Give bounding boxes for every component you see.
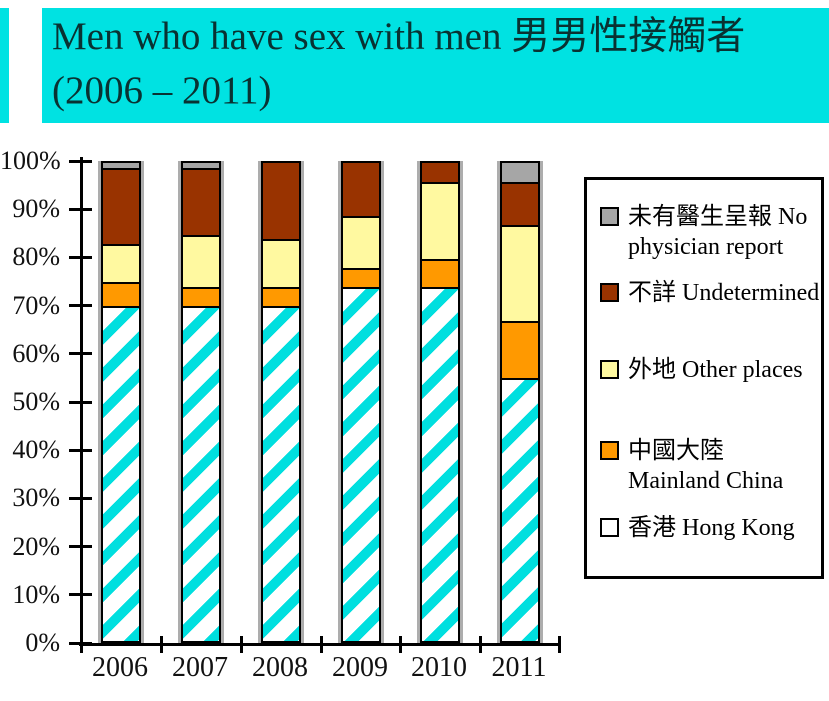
y-axis-tick-label: 70% — [0, 292, 60, 320]
chart-legend: 未有醫生呈報 No physician report 不詳 Undetermine… — [584, 177, 824, 579]
bar-2010-segment-other-places — [422, 182, 458, 258]
slide: Men who have sex with men 男男性接觸者 (2006 –… — [0, 0, 829, 701]
legend-swatch-hong-kong — [600, 518, 619, 537]
bar-2008-segment-mainland-china — [263, 287, 299, 306]
bar-2008-segment-hong-kong — [263, 306, 299, 641]
x-axis-tick — [320, 636, 323, 653]
x-axis-label-2010: 2010 — [399, 652, 479, 684]
x-axis-label-2007: 2007 — [160, 652, 240, 684]
bar-2011-segment-undetermined — [502, 182, 538, 225]
bar-2009 — [341, 161, 381, 643]
x-axis-tick — [399, 636, 402, 653]
y-axis-tick — [69, 401, 92, 404]
legend-label-other-places: 外地 Other places — [628, 355, 820, 385]
x-axis-label-2011: 2011 — [479, 652, 559, 684]
legend-item-hong-kong: 香港 Hong Kong — [600, 513, 821, 543]
bar-2011-segment-mainland-china — [502, 321, 538, 378]
y-axis-tick — [69, 160, 92, 163]
bar-2008 — [261, 161, 301, 643]
y-axis-tick-label: 100% — [0, 147, 60, 175]
legend-item-mainland-china: 中國大陸 Mainland China — [600, 436, 821, 496]
x-axis-tick — [80, 636, 83, 653]
x-axis-label-2006: 2006 — [80, 652, 160, 684]
y-axis-tick-label: 60% — [0, 340, 60, 368]
bar-2009-segment-undetermined — [343, 163, 379, 216]
bar-2007-segment-undetermined — [183, 168, 219, 235]
y-axis-tick — [69, 497, 92, 500]
bar-2006-segment-other-places — [103, 244, 139, 282]
y-axis-tick-label: 0% — [0, 629, 60, 657]
x-axis-tick — [479, 636, 482, 653]
bar-2007-segment-hong-kong — [183, 306, 219, 641]
legend-swatch-other-places — [600, 360, 619, 379]
bar-2011-segment-hong-kong — [502, 378, 538, 641]
y-axis-tick — [69, 449, 92, 452]
legend-label-mainland-china: 中國大陸 Mainland China — [628, 436, 820, 496]
x-axis-tick — [240, 636, 243, 653]
y-axis-tick-label: 80% — [0, 243, 60, 271]
legend-label-hong-kong: 香港 Hong Kong — [628, 513, 820, 543]
bar-2008-segment-other-places — [263, 239, 299, 287]
bar-2011-segment-no-physician-report — [502, 163, 538, 182]
y-axis-tick-label: 10% — [0, 581, 60, 609]
bar-2007 — [181, 161, 221, 643]
y-axis-tick-label: 40% — [0, 436, 60, 464]
legend-label-undetermined: 不詳 Undetermined — [628, 278, 820, 308]
y-axis-tick — [69, 256, 92, 259]
bar-2010-segment-undetermined — [422, 163, 458, 182]
legend-label-no-physician-report: 未有醫生呈報 No physician report — [628, 202, 820, 262]
bar-2010-segment-hong-kong — [422, 287, 458, 641]
legend-swatch-undetermined — [600, 283, 619, 302]
y-axis-tick-label: 90% — [0, 195, 60, 223]
x-axis-label-2009: 2009 — [320, 652, 400, 684]
y-axis-tick-label: 30% — [0, 484, 60, 512]
y-axis-tick-label: 20% — [0, 533, 60, 561]
x-axis-tick — [558, 636, 561, 653]
y-axis-tick — [69, 545, 92, 548]
bar-2009-segment-hong-kong — [343, 287, 379, 641]
bar-2011-segment-other-places — [502, 225, 538, 321]
bar-2006 — [101, 161, 141, 643]
bar-2006-segment-hong-kong — [103, 306, 139, 641]
bar-2009-segment-other-places — [343, 216, 379, 269]
x-axis-tick — [160, 636, 163, 653]
bar-2010 — [420, 161, 460, 643]
y-axis-tick — [69, 208, 92, 211]
legend-item-undetermined: 不詳 Undetermined — [600, 278, 821, 308]
legend-item-other-places: 外地 Other places — [600, 355, 821, 385]
x-axis-label-2008: 2008 — [240, 652, 320, 684]
legend-swatch-mainland-china — [600, 441, 619, 460]
y-axis-tick — [69, 593, 92, 596]
bar-2011 — [500, 161, 540, 643]
bar-2008-segment-undetermined — [263, 163, 299, 239]
bar-2007-segment-mainland-china — [183, 287, 219, 306]
legend-swatch-no-physician-report — [600, 207, 619, 226]
bar-2010-segment-mainland-china — [422, 259, 458, 288]
y-axis-tick-label: 50% — [0, 388, 60, 416]
bar-2009-segment-mainland-china — [343, 268, 379, 287]
bar-2006-segment-mainland-china — [103, 282, 139, 306]
bar-2007-segment-other-places — [183, 235, 219, 288]
y-axis-tick — [69, 304, 92, 307]
legend-item-no-physician-report: 未有醫生呈報 No physician report — [600, 202, 821, 262]
y-axis-tick — [69, 352, 92, 355]
bar-2006-segment-undetermined — [103, 168, 139, 244]
